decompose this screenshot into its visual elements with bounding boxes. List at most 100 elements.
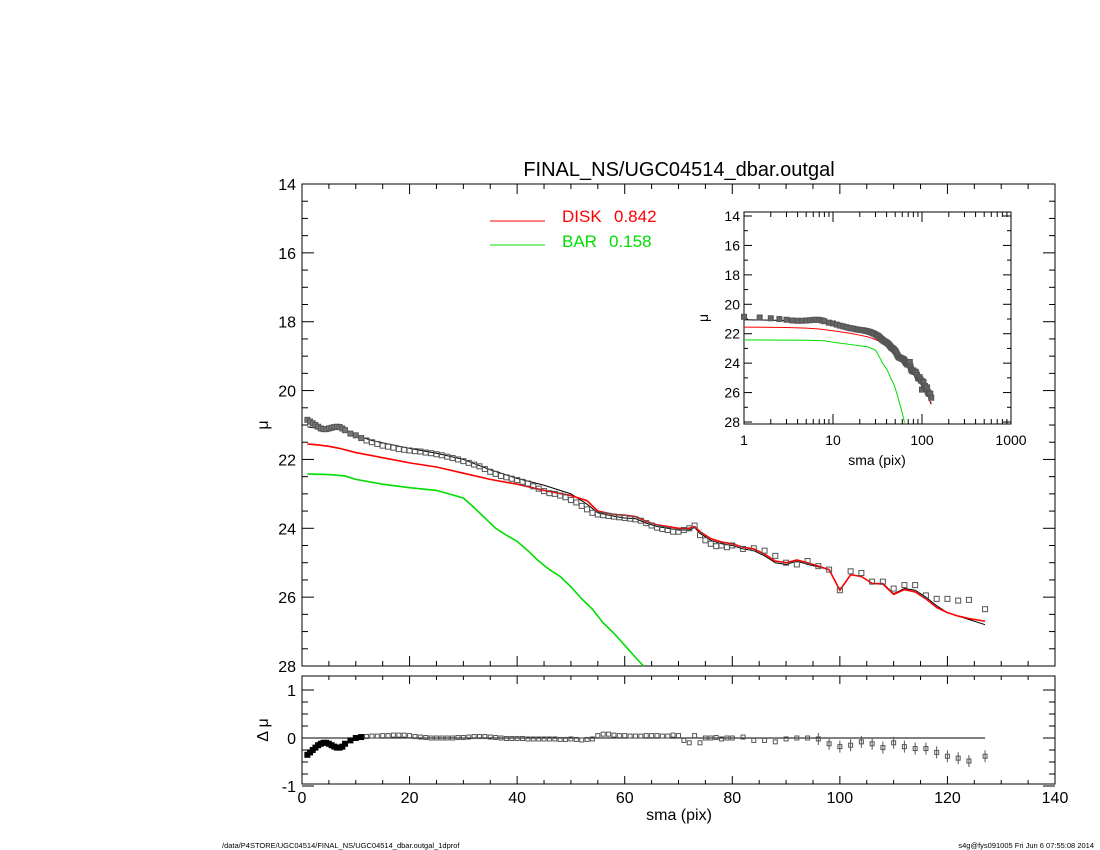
- residual-point: [428, 735, 434, 741]
- residual-point: [901, 744, 907, 750]
- main-y-tick-label: 28: [278, 659, 296, 676]
- residual-point: [536, 736, 542, 742]
- residual-point: [546, 736, 552, 742]
- residual-point: [520, 735, 526, 741]
- inset-y-tick-label: 18: [724, 267, 740, 283]
- residual-point: [686, 740, 692, 746]
- inset-y-tick-label: 14: [724, 208, 740, 224]
- residual-point: [772, 739, 778, 745]
- residual-point: [573, 736, 579, 742]
- residual-point: [407, 733, 413, 739]
- residual-point: [643, 733, 649, 739]
- residual-point: [584, 736, 590, 742]
- inset-x-tick-label: 1: [740, 432, 748, 448]
- main-y-tick-label: 20: [278, 384, 296, 401]
- data-point: [772, 552, 779, 559]
- residual-point: [541, 736, 547, 742]
- residual-point: [595, 733, 601, 739]
- data-point: [750, 545, 757, 552]
- residual-point: [815, 736, 821, 742]
- residual-point: [805, 735, 811, 741]
- main-y-tick-label: 16: [278, 246, 296, 263]
- data-point: [740, 545, 747, 552]
- data-point: [578, 502, 585, 509]
- main-y-tick-labels: 14 16 18 20 22 24 26 28: [278, 177, 296, 676]
- inset-bar-line: [743, 339, 905, 423]
- residual-point: [659, 733, 665, 739]
- residual-point: [638, 733, 644, 739]
- residual-x-tick-label: 100: [827, 790, 854, 807]
- inset-y-axis-label: μ: [695, 314, 711, 322]
- residual-point: [923, 746, 929, 752]
- data-point: [879, 578, 886, 585]
- residual-point: [352, 735, 359, 741]
- inset-data-point: [741, 313, 747, 320]
- residual-point: [627, 733, 633, 739]
- chart-title: FINAL_NS/UGC04514_dbar.outgal: [523, 159, 834, 181]
- residual-point: [455, 735, 461, 741]
- inset-y-tick-label: 28: [724, 414, 740, 430]
- data-point: [922, 592, 929, 599]
- residual-x-tick-label: 40: [508, 790, 526, 807]
- data-point: [691, 522, 698, 529]
- inset-data-point: [776, 316, 783, 322]
- data-point: [395, 446, 402, 453]
- main-series-group: [304, 416, 989, 667]
- residual-point: [934, 749, 940, 755]
- residual-point: [966, 758, 972, 764]
- residual-x-tick-label: 20: [401, 790, 419, 807]
- residual-point: [837, 744, 843, 750]
- inset-y-tick-label: 22: [724, 326, 740, 342]
- residual-point: [530, 736, 536, 742]
- residual-y-axis-label: Δ μ: [255, 718, 272, 741]
- main-y-tick-label: 14: [278, 177, 296, 194]
- inset-y-tick-label: 26: [724, 385, 740, 401]
- residual-point: [380, 733, 386, 739]
- residual-point: [611, 732, 617, 738]
- data-point: [869, 578, 876, 585]
- data-point: [836, 587, 843, 594]
- residual-point: [632, 733, 638, 739]
- main-y-axis-label: μ: [255, 420, 272, 429]
- residual-point: [552, 736, 558, 742]
- data-point: [390, 444, 397, 451]
- data-point: [729, 542, 736, 549]
- residual-point: [385, 733, 391, 739]
- data-point: [352, 432, 359, 439]
- residual-point: [762, 737, 768, 743]
- legend-disk-label: DISK: [562, 207, 602, 226]
- residual-point: [493, 735, 499, 741]
- residual-point: [374, 733, 380, 739]
- legend: DISK 0.842 BAR 0.158: [490, 207, 657, 251]
- data-point: [965, 596, 972, 603]
- inset-x-tick-label: 10: [825, 432, 841, 448]
- residual-axis-ticks: [301, 676, 1056, 787]
- residual-point: [783, 736, 789, 742]
- residual-point: [606, 731, 612, 737]
- footer-file-path: /data/P4STORE/UGC04514/FINAL_NS/UGC04514…: [222, 841, 460, 850]
- data-point: [567, 497, 574, 504]
- data-point: [793, 561, 800, 568]
- residual-point: [719, 736, 725, 742]
- inset-data-point: [928, 394, 935, 401]
- residual-point: [369, 733, 375, 739]
- legend-bar-label: BAR: [562, 232, 597, 251]
- bar-component-line: [307, 473, 645, 667]
- data-point: [912, 582, 919, 589]
- residual-point: [557, 736, 563, 742]
- data-point: [890, 585, 897, 592]
- data-point: [933, 595, 940, 602]
- inset-y-tick-label: 20: [724, 296, 740, 312]
- residual-point: [412, 734, 418, 740]
- residual-point: [654, 733, 660, 739]
- residual-point: [433, 735, 439, 741]
- data-point: [901, 582, 908, 589]
- residual-point: [891, 740, 897, 746]
- inset-data-point: [783, 316, 790, 323]
- residual-point: [880, 745, 886, 751]
- residual-series-group: [304, 731, 988, 768]
- data-point: [761, 547, 768, 554]
- residual-point: [417, 734, 423, 740]
- residual-point: [955, 755, 961, 761]
